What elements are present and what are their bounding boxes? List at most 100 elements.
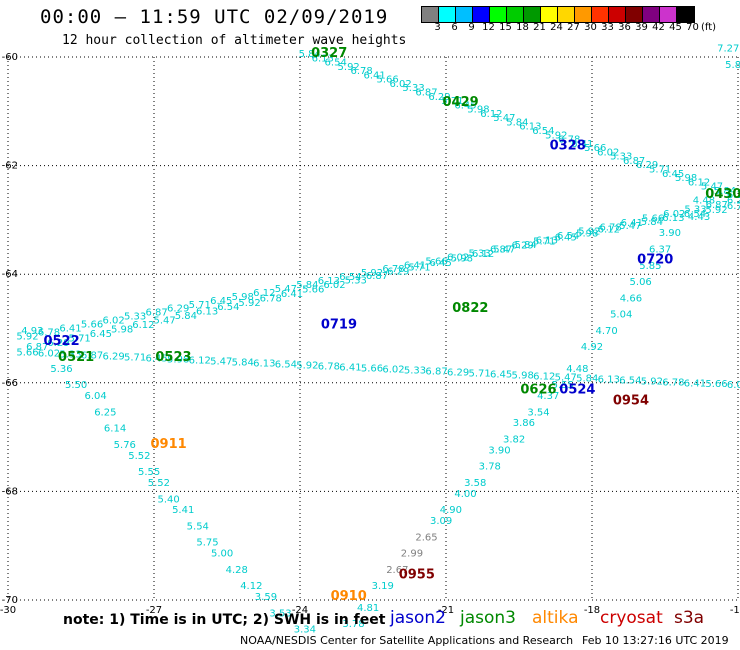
latitude-tick-label: -60 xyxy=(2,52,18,63)
wave-height-colorbar xyxy=(421,6,695,23)
swh-value: 4.70 xyxy=(595,326,617,337)
swh-value: 3.09 xyxy=(430,516,452,527)
track-swh-value: 6.41 xyxy=(684,378,706,389)
pass-time-label: 0522 xyxy=(43,334,79,349)
swh-value: 5.54 xyxy=(187,521,209,532)
track-swh-value: 5.47 xyxy=(493,244,515,255)
swh-value: 3.53 xyxy=(269,608,291,619)
track-swh-value: 6.13 xyxy=(598,374,620,385)
swh-value: 5.76 xyxy=(114,440,136,451)
pass-time-label: 0911 xyxy=(151,437,187,452)
legend-altika: altika xyxy=(532,608,579,628)
pass-time-label: 0954 xyxy=(613,394,649,409)
track-swh-value: 5.84 xyxy=(714,186,736,197)
track-swh-value: 6.54 xyxy=(684,209,706,220)
track-swh-value: 6.41 xyxy=(59,323,81,334)
track-swh-value: 6.41 xyxy=(571,139,593,150)
track-swh-value: 6.12 xyxy=(132,320,154,331)
track-swh-value: 6.54 xyxy=(217,302,239,313)
track-swh-value: 6.78 xyxy=(382,264,404,275)
track-swh-value: 6.87 xyxy=(415,88,437,99)
track-swh-value: 6.13 xyxy=(253,359,275,370)
track-swh-value: 5.92 xyxy=(338,62,360,73)
track-swh-value: 5.92 xyxy=(16,331,38,342)
track-swh-value: 5.47 xyxy=(153,316,175,327)
track-swh-value: 6.02 xyxy=(102,316,124,327)
track-swh-value: 5.47 xyxy=(555,372,577,383)
track-swh-value: 5.66 xyxy=(425,256,447,267)
track-swh-value: 6.02 xyxy=(382,364,404,375)
longitude-tick-label: -30 xyxy=(0,605,16,616)
track-swh-value: 5.84 xyxy=(515,240,537,251)
track-swh-value: 6.13 xyxy=(519,122,541,133)
track-swh-value: 6.54 xyxy=(619,375,641,386)
track-swh-value: 5.92 xyxy=(641,376,663,387)
colorbar-tick: 45 xyxy=(669,22,682,33)
swh-value: 6.04 xyxy=(84,391,106,402)
swh-value: 5.04 xyxy=(610,310,632,321)
swh-value: 4.81 xyxy=(357,603,379,614)
legend-jason2: jason2 xyxy=(390,608,446,628)
track-swh-value: 5.33 xyxy=(404,365,426,376)
track-swh-value: 6.45 xyxy=(662,169,684,180)
track-swh-value: 6.02 xyxy=(38,349,60,360)
track-swh-value: 6.13 xyxy=(196,307,218,318)
track-swh-value: 6.29 xyxy=(512,241,534,252)
swh-value: 4.12 xyxy=(240,581,262,592)
track-swh-value: 6.45 xyxy=(210,296,232,307)
track-swh-value: 6.54 xyxy=(339,272,361,283)
chart-subtitle: 12 hour collection of altimeter wave hei… xyxy=(62,33,407,48)
latitude-tick-label: -68 xyxy=(2,486,18,497)
colorbar-swatch xyxy=(507,7,524,22)
latitude-tick-label: -64 xyxy=(2,269,18,280)
track-swh-value: 5.84 xyxy=(506,117,528,128)
track-swh-value: 6.87 xyxy=(366,271,388,282)
track-swh-value: 5.66 xyxy=(361,363,383,374)
pass-time-label: 0523 xyxy=(155,350,191,365)
swh-value: 5.06 xyxy=(630,277,652,288)
track-swh-value: 5.98 xyxy=(576,229,598,240)
swh-value: 5.40 xyxy=(157,494,179,505)
track-swh-value: 5.92 xyxy=(578,227,600,238)
swh-value: 4.90 xyxy=(440,505,462,516)
swh-readouts: 4.935.365.506.046.256.145.765.525.555.52… xyxy=(21,44,740,636)
colorbar-tick: 24 xyxy=(550,22,563,33)
track-swh-value: 6.12 xyxy=(472,249,494,260)
swh-value: 4.93 xyxy=(21,326,43,337)
track-swh-value: 5.33 xyxy=(345,276,367,287)
track-swh-value: 6.45 xyxy=(90,329,112,340)
swh-value: 6.25 xyxy=(94,407,116,418)
colorbar-swatch xyxy=(490,7,507,22)
swh-value: 4.48 xyxy=(566,364,588,375)
colorbar-swatch xyxy=(643,7,660,22)
pass-time-label: 0328 xyxy=(550,138,586,153)
track-swh-value: 6.45 xyxy=(146,354,168,365)
swh-value: 2.67 xyxy=(386,565,408,576)
swh-value: 7.27 xyxy=(717,44,739,55)
track-swh-value: 5.66 xyxy=(705,379,727,390)
track-swh-value: 6.13 xyxy=(318,276,340,287)
swh-value: 5.55 xyxy=(552,380,574,391)
colorbar-swatch xyxy=(439,7,456,22)
track-swh-value: 5.71 xyxy=(189,300,211,311)
track-swh-value: 6.87 xyxy=(81,351,103,362)
track-swh-value: 5.84 xyxy=(232,358,254,369)
swh-value: 5.55 xyxy=(138,467,160,478)
swh-value: 4.28 xyxy=(226,565,248,576)
track-swh-value: 5.71 xyxy=(124,353,146,364)
track-swh-value: 5.92 xyxy=(238,298,260,309)
track-swh-value: 6.13 xyxy=(662,213,684,224)
swh-value: 3.59 xyxy=(255,592,277,603)
swh-value: 5.00 xyxy=(211,549,233,560)
legend-jason3: jason3 xyxy=(460,608,516,628)
colorbar-tick: 12 xyxy=(482,22,495,33)
track-swh-value: 6.13 xyxy=(312,53,334,64)
track-swh-value: 6.12 xyxy=(688,177,710,188)
track-swh-value: 6.87 xyxy=(26,342,48,353)
pass-time-label: 0719 xyxy=(321,318,357,333)
track-swh-value: 5.98 xyxy=(451,253,473,264)
swh-value: 3.90 xyxy=(659,228,681,239)
track-swh-value: 6.41 xyxy=(363,70,385,81)
track-swh-value: 6.12 xyxy=(533,371,555,382)
